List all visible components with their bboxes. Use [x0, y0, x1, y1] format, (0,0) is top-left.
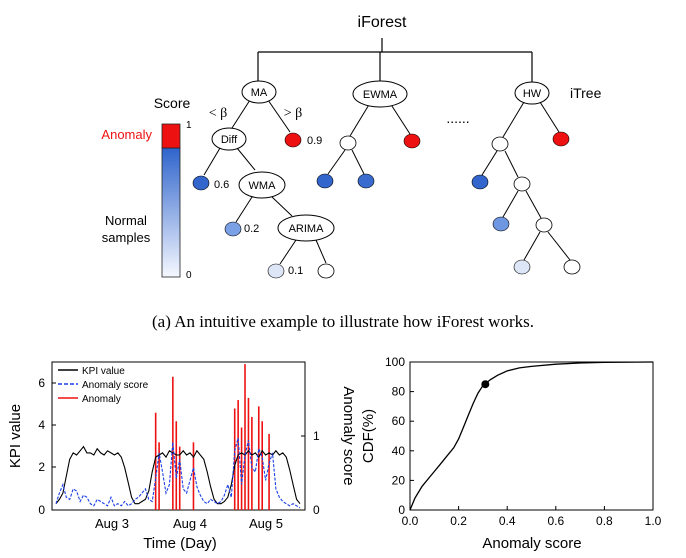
ts-ytick-0: 0 [38, 503, 45, 517]
leaf-white-t3 [563, 259, 581, 275]
node-ewma-label: EWMA [363, 89, 398, 101]
cdf-xtick-1: 0.2 [450, 514, 467, 528]
leaf-score-0-6: 0.6 [214, 179, 229, 191]
cdf-ytick-2: 40 [392, 444, 406, 458]
ts-ytick-6: 6 [38, 376, 45, 390]
node-hw [514, 81, 550, 105]
cdf-ytick-3: 60 [392, 414, 406, 428]
anomaly-score-line [55, 437, 301, 509]
leaf-blue-t3c [513, 259, 531, 275]
ts-xtick-aug3: Aug 3 [95, 516, 129, 531]
cdf-xtick-0: 0.0 [402, 514, 419, 528]
ts-ytick-2: 2 [38, 460, 45, 474]
kpi-value-line [55, 445, 301, 505]
leaf-score-0-9: 0.9 [307, 135, 322, 147]
anomaly-label: Anomaly [101, 127, 152, 142]
cdf-ytick-4: 80 [392, 385, 406, 399]
node-t3-b [513, 176, 531, 192]
ts-xtick-aug4: Aug 4 [173, 516, 207, 531]
leaf-blue-t2a [316, 173, 334, 189]
tree-diagram: iForest Score 1 0 Anomaly Normal samples… [101, 14, 601, 331]
leaf-blue-t3a [471, 174, 489, 190]
cdf-xtick-5: 1.0 [645, 514, 662, 528]
edge-left-beta: < β [209, 106, 228, 121]
node-wma-label: WMA [249, 180, 277, 192]
tree2-edges [327, 102, 411, 175]
node-t3-c [535, 217, 553, 233]
legend-score-label: Anomaly score [82, 380, 149, 391]
ts-xlabel: Time (Day) [143, 535, 217, 552]
cdf-xtick-4: 0.8 [596, 514, 613, 528]
cdf-series-group [409, 361, 654, 511]
legend-anomaly-label: Anomaly [82, 394, 121, 405]
node-t3-a [491, 136, 509, 152]
leaf-blue-0-2 [224, 221, 242, 237]
ts-ytick-right-1: 1 [313, 429, 320, 443]
leaf-white-t1 [317, 263, 335, 279]
cdf-plot-frame [409, 361, 654, 511]
score-tick-bottom: 0 [186, 270, 192, 281]
leaf-red-0-9 [284, 132, 302, 148]
caption-a: (a) An intuitive example to illustrate h… [152, 312, 534, 331]
leaf-score-0-2: 0.2 [244, 223, 259, 235]
normal-label-1: Normal [105, 213, 147, 228]
iforest-title: iForest [358, 14, 407, 31]
itree-label: iTree [570, 85, 602, 101]
cdf-marker-point [481, 380, 490, 389]
ts-xtick-aug5: Aug 5 [249, 516, 283, 531]
forest-bracket [257, 38, 533, 86]
cdf-line [409, 361, 654, 511]
ts-ytick-right-0: 0 [313, 503, 320, 517]
leaf-red-t3 [552, 131, 570, 147]
cdf-xlabel: Anomaly score [482, 535, 581, 552]
ts-ytick-4: 4 [38, 418, 45, 432]
ts-legend: KPI value Anomaly score Anomaly [58, 366, 149, 405]
score-tick-top: 1 [186, 120, 192, 131]
ts-series-group [55, 364, 301, 510]
node-wma [238, 171, 286, 199]
ts-ytick-marks [52, 382, 305, 511]
cdf-ytick-5: 100 [385, 355, 405, 369]
leaf-score-0-1: 0.1 [288, 265, 303, 277]
node-diff-label: Diff [221, 134, 238, 146]
score-title: Score [154, 95, 191, 111]
node-hw-label: HW [523, 88, 542, 100]
score-bar-normal [161, 147, 181, 278]
tree3-edges [481, 101, 571, 261]
cdf-xtick-2: 0.4 [499, 514, 516, 528]
normal-label-2: samples [102, 230, 151, 245]
score-bar-anomaly [161, 123, 181, 149]
edge-right-beta: > β [284, 106, 303, 121]
cdf-ytick-1: 20 [392, 473, 406, 487]
leaf-blue-t3b [492, 216, 510, 232]
leaf-blue-0-6 [192, 175, 210, 191]
cdf-xtick-3: 0.6 [547, 514, 564, 528]
ts-ylabel-right: Anomaly score [340, 386, 357, 485]
node-diff [211, 127, 247, 151]
leaf-blue-0-1 [267, 263, 285, 279]
node-ewma [352, 80, 408, 108]
tree1-edges [203, 99, 327, 265]
cdf-ticks: 0.0 0.2 0.4 0.6 0.8 1.0 0 20 40 60 80 100 [385, 355, 662, 528]
node-t2-inner [339, 135, 357, 151]
node-ma-label: MA [251, 87, 268, 99]
node-ma [241, 80, 277, 104]
legend-kpi-label: KPI value [82, 366, 125, 377]
leaf-blue-t2b [357, 173, 375, 189]
ts-ylabel: KPI value [7, 404, 24, 468]
timeseries-chart: KPI value Anomaly score Time (Day) 0 2 4… [7, 361, 357, 552]
leaf-red-t2 [403, 133, 421, 149]
cdf-ytick-0: 0 [398, 503, 405, 517]
ellipsis-dots: ...... [446, 110, 469, 126]
node-arima [277, 214, 335, 242]
cdf-chart: CDF(%) Anomaly score 0.0 0.2 0.4 0.6 0.8 1.00… [360, 355, 662, 552]
cdf-ylabel: CDF(%) [360, 409, 377, 463]
node-arima-label: ARIMA [289, 223, 325, 235]
